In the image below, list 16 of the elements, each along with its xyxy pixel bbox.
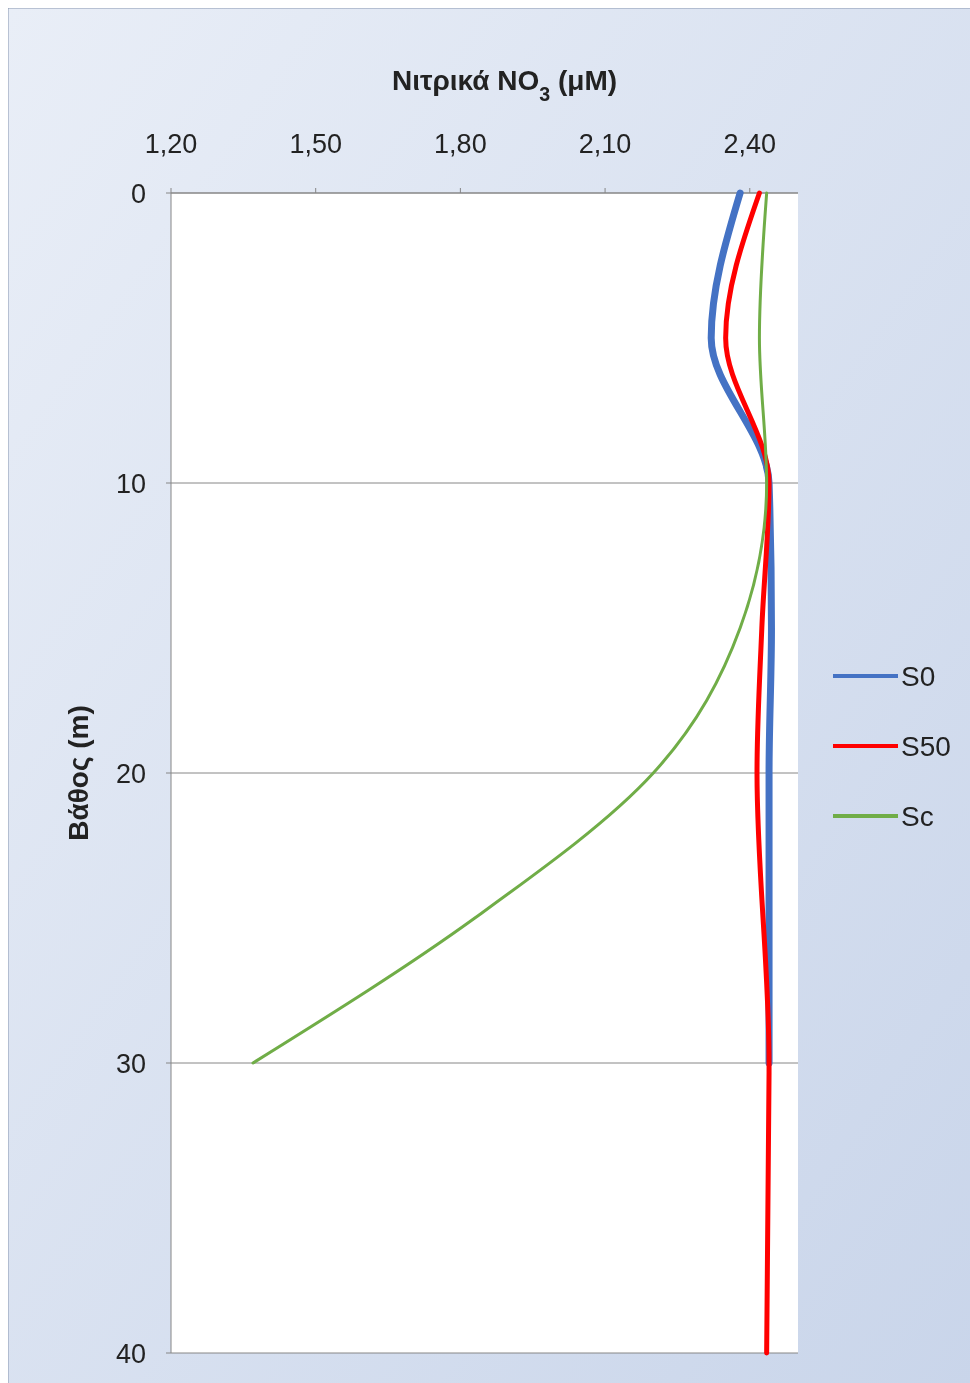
line-series [251, 191, 769, 1065]
x-tick-label: 2,10 [578, 129, 632, 159]
y-tick-label: 40 [115, 1339, 146, 1369]
y-tick-label: 10 [115, 469, 146, 499]
legend-label: S0 [901, 661, 936, 692]
y-tick-label: 0 [130, 179, 146, 209]
y-tick-label: 20 [115, 759, 146, 789]
legend-label: S50 [901, 731, 951, 762]
legend-label: Sc [901, 801, 934, 832]
x-tick-label: 1,20 [144, 129, 198, 159]
x-axis-title: Νιτρικά NO$_{3}$ (μM) [391, 65, 618, 105]
y-tick-label: 30 [115, 1049, 146, 1079]
x-tick-label: 1,50 [289, 129, 342, 159]
y-axis-title: Βάθος (m) [63, 705, 94, 841]
x-tick-label: 1,80 [434, 129, 487, 159]
x-tick-label: 2,40 [723, 129, 777, 159]
